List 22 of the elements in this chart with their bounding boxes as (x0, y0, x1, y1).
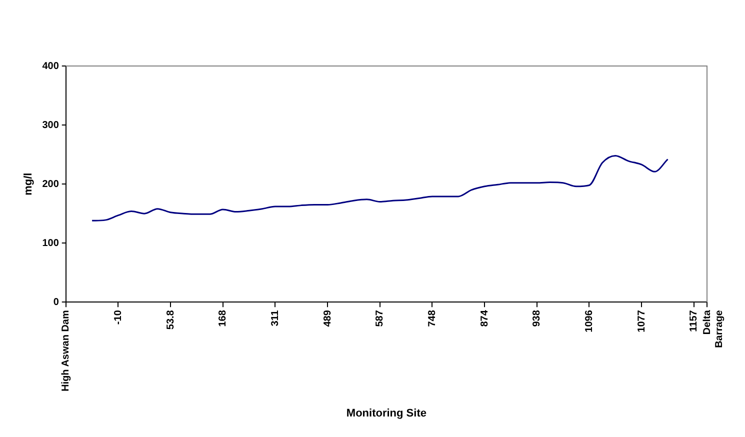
x-tick-label: 587 (374, 310, 386, 327)
x-tick-label: 1157 (688, 310, 700, 332)
x-tick-label: High Aswan Dam (60, 310, 72, 392)
x-tick-label: 938 (532, 310, 543, 327)
y-tick-label: 100 (42, 238, 60, 249)
line-series (91, 154, 668, 222)
x-tick-label: 53.8 (165, 310, 176, 330)
x-tick-label: 311 (270, 310, 281, 326)
y-tick-label: 0 (53, 296, 60, 308)
x-axis-title: Monitoring Site (346, 407, 426, 420)
x-tick-label: Delta Barrage (702, 310, 725, 348)
y-tick-label: 200 (42, 178, 60, 190)
x-tick-label: 748 (426, 310, 438, 327)
x-tick-label: -10 (112, 310, 124, 325)
x-tick-label: 168 (218, 310, 229, 327)
y-tick-label: 300 (42, 120, 60, 131)
x-tick-label: 489 (322, 310, 334, 327)
x-tick-label: 1077 (636, 310, 648, 332)
x-tick-label: 874 (479, 310, 490, 327)
x-tick-label: 1096 (584, 310, 595, 332)
y-axis-title: mg/l (22, 172, 35, 196)
y-tick-label: 400 (42, 60, 60, 72)
